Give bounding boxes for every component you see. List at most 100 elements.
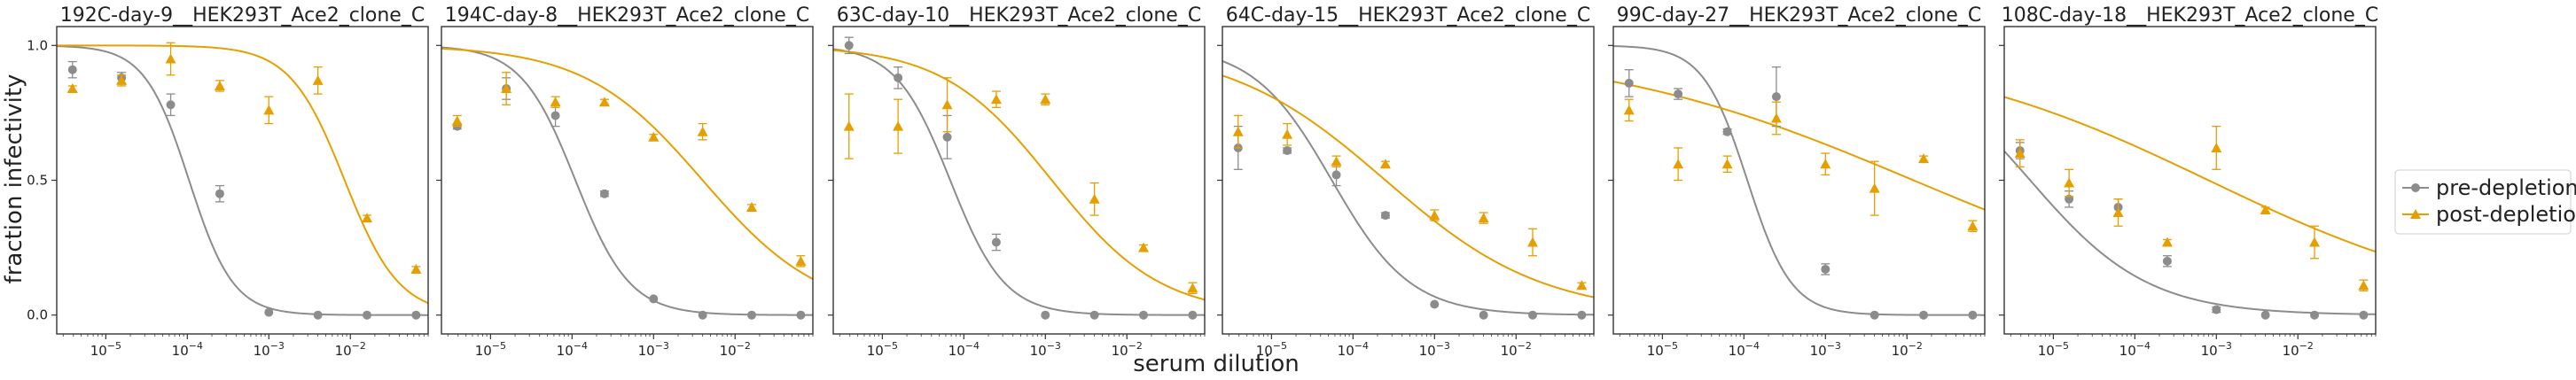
post-depletion-point — [2260, 204, 2271, 214]
post-depletion-point — [1429, 210, 1440, 221]
y-axis-label: fraction infectivity — [1, 74, 27, 284]
x-tick-label: 10−5 — [1647, 340, 1678, 359]
pre-depletion-point — [67, 65, 77, 74]
pre-depletion-point — [1380, 211, 1390, 221]
pre-depletion-fit-curve — [1222, 60, 1594, 316]
x-tick-label: 10−4 — [172, 340, 203, 359]
pre-depletion-point — [2212, 305, 2221, 314]
pre-depletion-point — [942, 132, 952, 142]
post-depletion-point — [795, 255, 807, 266]
panel-frame — [1222, 26, 1595, 335]
legend-entry-pre-depletion: pre-depletion — [2402, 175, 2576, 200]
x-tick-label: 10−2 — [1112, 340, 1143, 359]
post-depletion-point — [410, 263, 422, 274]
panel-title: 99C-day-27__HEK293T_Ace2_clone_C — [1617, 4, 1981, 27]
post-depletion-point — [2358, 280, 2369, 291]
panel-title: 108C-day-18__HEK293T_Ace2_clone_C — [2002, 4, 2378, 27]
pre-depletion-point — [1968, 310, 1978, 320]
x-tick-label: 10−5 — [867, 340, 898, 359]
pre-depletion-point — [1624, 78, 1634, 88]
post-depletion-point — [550, 97, 561, 107]
post-depletion-point — [941, 99, 953, 110]
panel-frame — [2003, 26, 2377, 335]
post-depletion-point — [1138, 242, 1150, 252]
post-depletion-point — [263, 105, 275, 115]
legend-label-post-depletion: post-depletion — [2436, 202, 2576, 227]
pre-depletion-point — [215, 189, 224, 198]
x-tick-label: 10−4 — [2119, 340, 2151, 359]
y-tick-label: 0.0 — [27, 307, 48, 323]
post-depletion-point — [1918, 153, 1930, 164]
post-depletion-point — [451, 115, 463, 126]
pre-depletion-point — [649, 294, 659, 304]
pre-depletion-point — [1139, 310, 1149, 320]
post-depletion-point — [648, 131, 660, 142]
pre-depletion-point — [2260, 310, 2270, 320]
panel-title: 63C-day-10__HEK293T_Ace2_clone_C — [837, 4, 1201, 27]
pre-depletion-point — [894, 73, 903, 82]
panel-6: 108C-day-18__HEK293T_Ace2_clone_C 10−5 10−… — [1999, 4, 2378, 359]
post-depletion-point — [1379, 159, 1391, 169]
post-depletion-fit-curve — [57, 44, 428, 305]
x-tick-label: 10−2 — [1501, 340, 1532, 359]
panel-frame — [441, 26, 814, 335]
post-depletion-point — [501, 83, 512, 94]
x-tick-label: 10−2 — [720, 340, 751, 359]
legend-label-pre-depletion: pre-depletion — [2436, 175, 2576, 200]
panel-title: 64C-day-15__HEK293T_Ace2_clone_C — [1226, 4, 1590, 27]
pre-depletion-point — [1331, 170, 1341, 180]
pre-depletion-point — [796, 310, 806, 320]
x-tick-label: 10−2 — [2283, 340, 2314, 359]
post-depletion-fit-curve — [441, 47, 813, 280]
x-tick-label: 10−5 — [90, 340, 121, 359]
post-depletion-point — [165, 53, 176, 64]
post-depletion-point — [2211, 142, 2222, 152]
post-depletion-point — [2112, 207, 2124, 218]
x-tick-label: 10−4 — [1338, 340, 1369, 359]
pre-depletion-point — [2359, 310, 2369, 320]
pre-depletion-point — [363, 310, 372, 320]
post-depletion-point — [2064, 177, 2075, 188]
post-depletion-point — [697, 126, 708, 136]
post-depletion-point — [1089, 193, 1100, 204]
panels: 192C-day-9__HEK293T_Ace2_clone_C 0.0 0.5 1.… — [27, 4, 2378, 359]
pre-depletion-point — [747, 310, 757, 320]
legend: pre-depletion post-depletion — [2394, 169, 2576, 235]
post-depletion-point — [843, 120, 855, 131]
pre-depletion-point — [1674, 89, 1683, 99]
panel-title: 192C-day-9__HEK293T_Ace2_clone_C — [60, 4, 425, 27]
post-depletion-point — [1040, 94, 1051, 105]
pre-depletion-fit-curve — [441, 46, 813, 316]
panel-1: 192C-day-9__HEK293T_Ace2_clone_C 0.0 0.5 1.… — [27, 4, 429, 359]
x-tick-label: 10−3 — [1419, 340, 1450, 359]
pre-depletion-point — [1283, 146, 1292, 156]
post-depletion-point — [116, 74, 128, 85]
legend-frame — [2394, 169, 2572, 235]
pre-depletion-point — [1528, 310, 1538, 320]
post-depletion-point — [746, 201, 758, 212]
post-depletion-point — [214, 80, 225, 90]
pre-depletion-point — [264, 307, 274, 317]
x-tick-label: 10−4 — [948, 340, 980, 359]
x-tick-label: 10−3 — [1030, 340, 1061, 359]
pre-depletion-fit-curve — [833, 48, 1205, 316]
x-tick-label: 10−5 — [2038, 340, 2069, 359]
pre-depletion-point — [599, 189, 609, 198]
panel-2: 194C-day-8__HEK293T_Ace2_clone_C 10−5 10−4… — [436, 4, 814, 359]
post-depletion-point — [1721, 159, 1733, 169]
panel-5: 99C-day-27__HEK293T_Ace2_clone_C 10−5 10−4… — [1608, 4, 1986, 359]
post-depletion-point — [1232, 126, 1244, 136]
post-depletion-fit-curve — [1613, 81, 1985, 211]
pre-depletion-point — [1821, 264, 1831, 274]
pre-depletion-point — [844, 41, 854, 50]
panel-4: 64C-day-15__HEK293T_Ace2_clone_C 10−5 10−4… — [1217, 4, 1595, 359]
post-depletion-point — [1478, 213, 1489, 223]
post-depletion-point — [1623, 105, 1635, 115]
post-depletion-point — [2309, 237, 2321, 247]
legend-marker-post-depletion — [2410, 209, 2421, 219]
pre-depletion-point — [1041, 310, 1050, 320]
x-tick-label: 10−3 — [638, 340, 669, 359]
pre-depletion-point — [2162, 256, 2172, 266]
post-depletion-point — [1673, 159, 1684, 169]
post-depletion-point — [1770, 112, 1782, 123]
